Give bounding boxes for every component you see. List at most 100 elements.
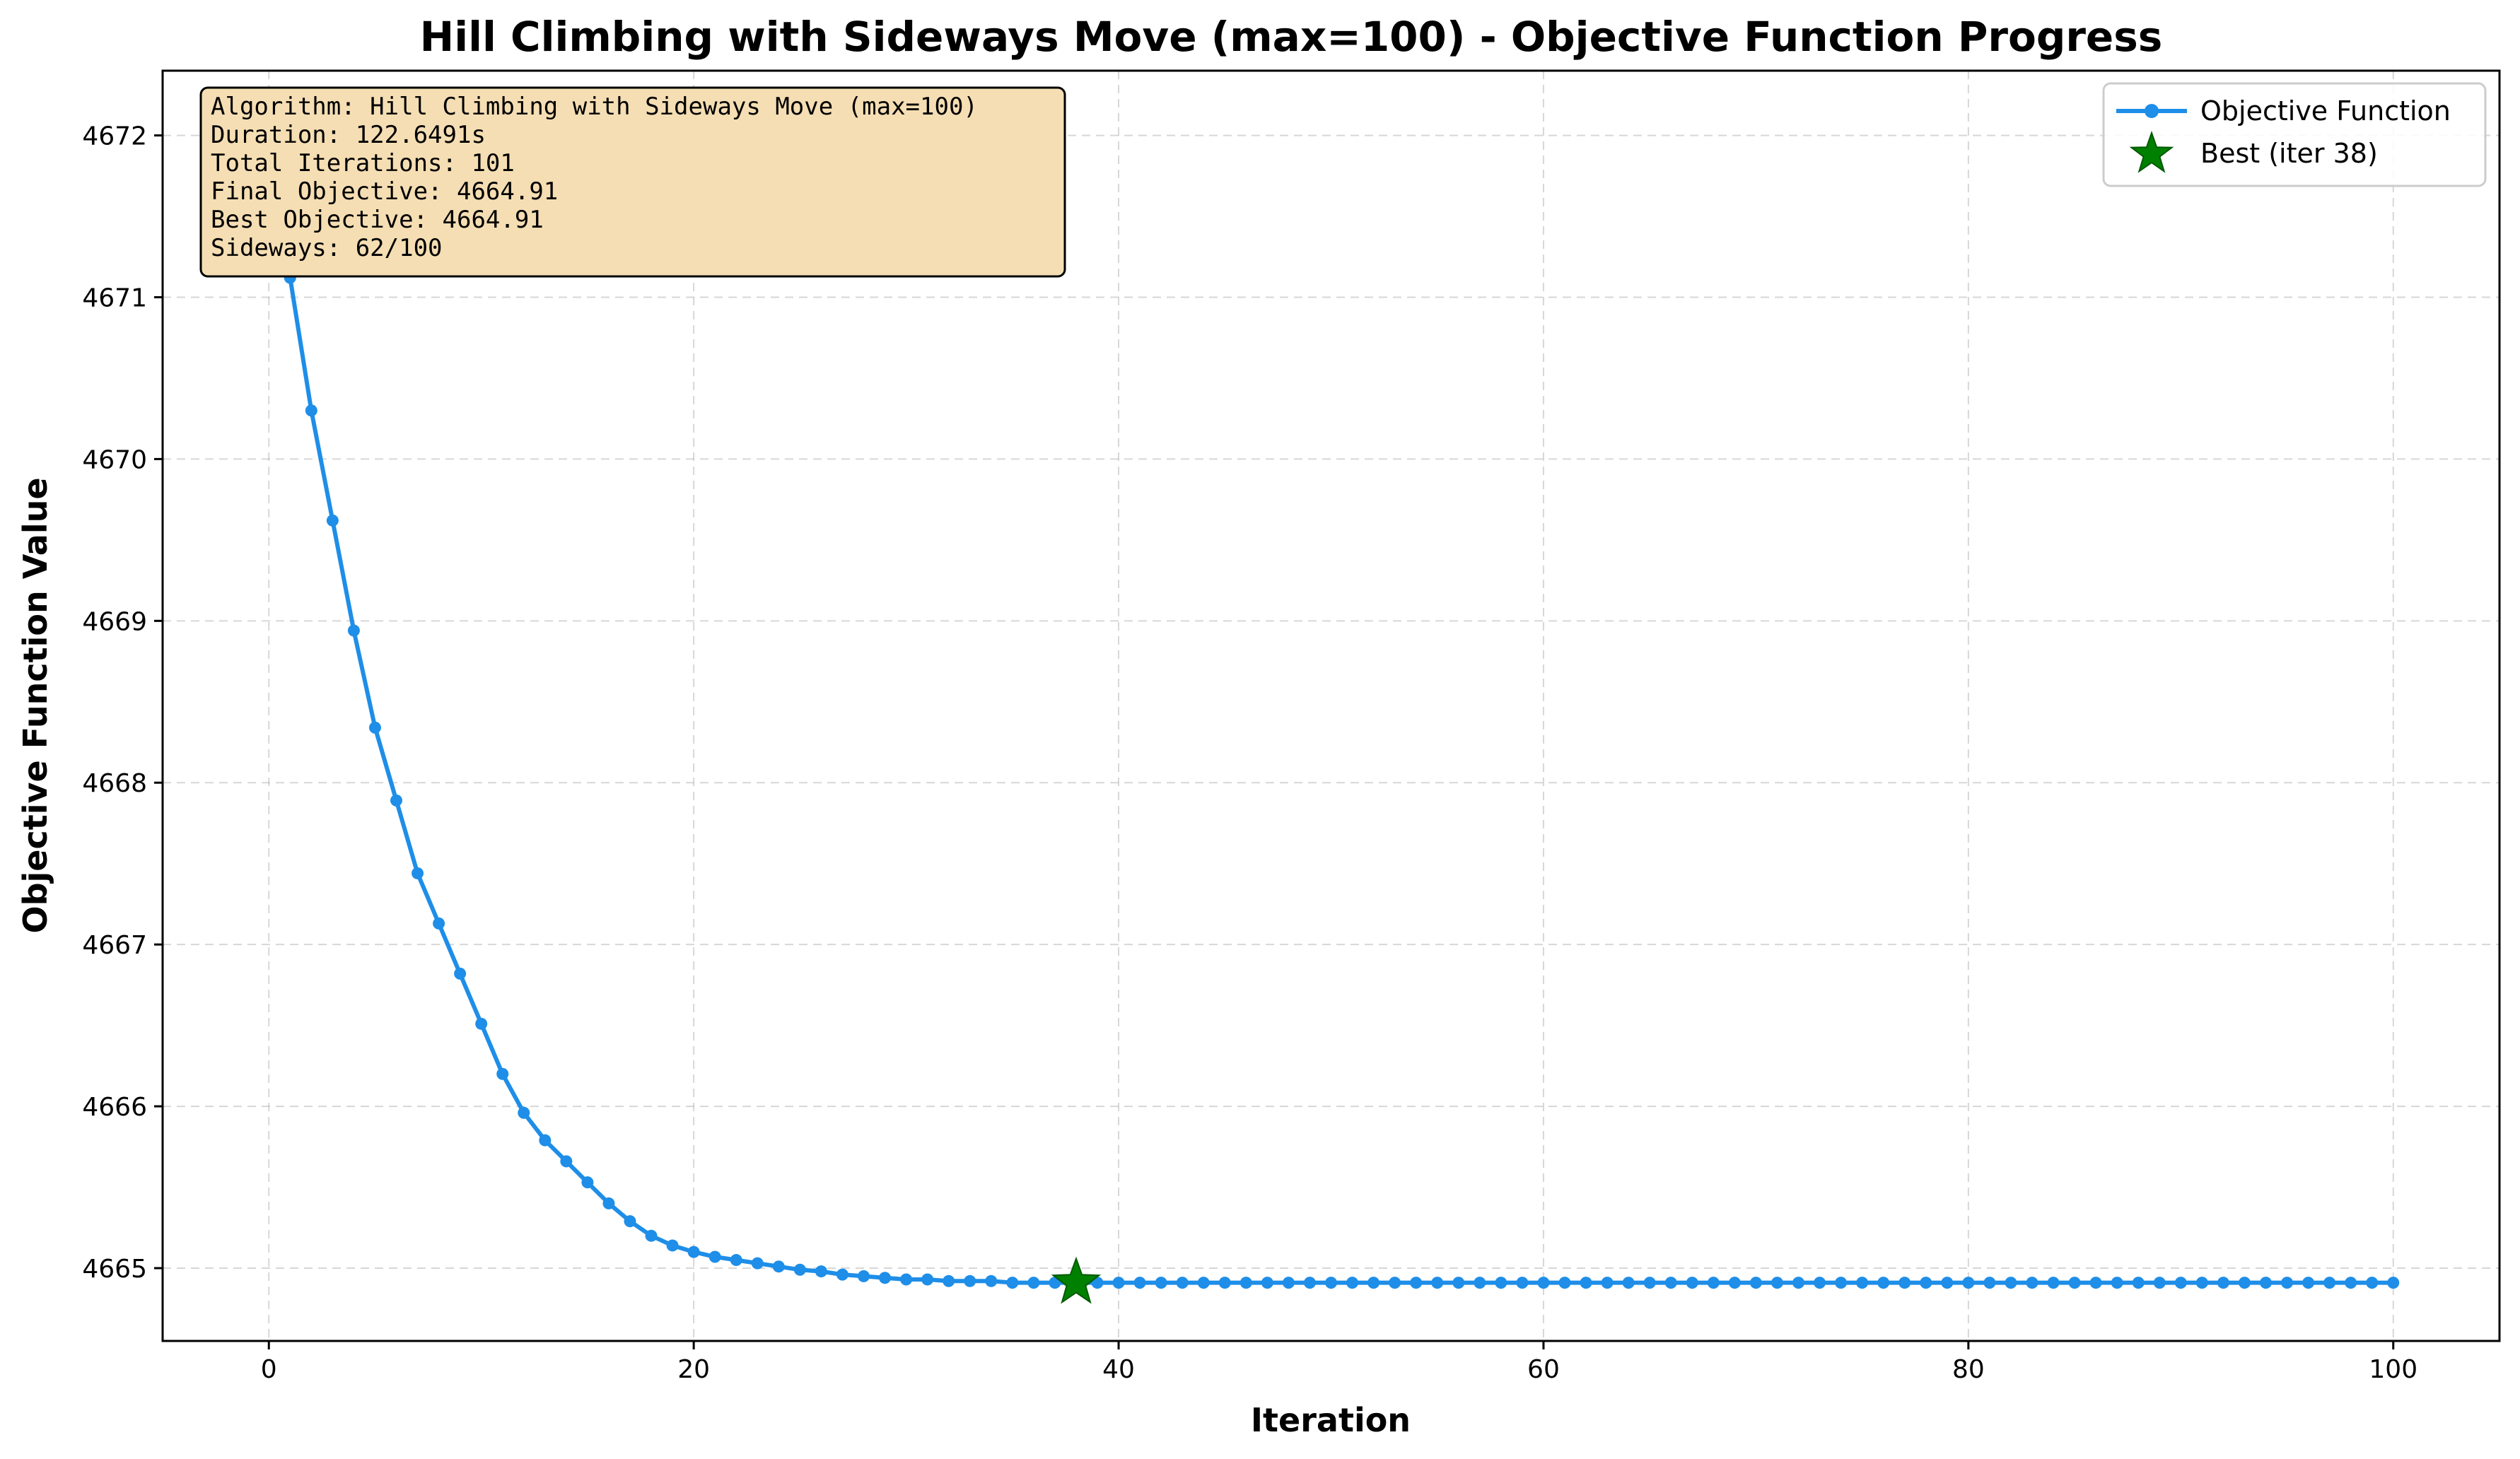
y-tick-label: 4672 <box>82 122 147 151</box>
legend-frame <box>2102 82 2487 187</box>
objective-point <box>581 1176 594 1189</box>
objective-point <box>412 867 424 879</box>
objective-point <box>1516 1277 1529 1289</box>
objective-point <box>964 1275 976 1287</box>
objective-point <box>772 1260 785 1273</box>
objective-point <box>1877 1277 1890 1289</box>
best-point-star <box>1051 1256 1102 1304</box>
objective-point <box>2089 1277 2102 1289</box>
y-tick-label: 4665 <box>82 1255 147 1284</box>
objective-point <box>1155 1277 1167 1289</box>
objective-point <box>1346 1277 1359 1289</box>
objective-point <box>1686 1277 1698 1289</box>
objective-point <box>1431 1277 1444 1289</box>
plot-frame <box>161 69 2501 1342</box>
tick-layer: 0 20 40 60 80 100 4665 4666 4667 4668 4669 4670 4671… <box>82 122 2417 1384</box>
y-axis-label: Objective Function Value <box>16 477 54 933</box>
objective-point <box>1303 1277 1316 1289</box>
objective-point <box>496 1067 509 1080</box>
objective-point <box>2302 1277 2315 1289</box>
objective-point <box>666 1239 679 1252</box>
objective-point <box>1197 1277 1210 1289</box>
objective-point <box>2132 1277 2145 1289</box>
info-line-final-objective: Final Objective: 4664.91 <box>211 177 558 206</box>
objective-point <box>2174 1277 2187 1289</box>
y-tick-label: 4666 <box>82 1093 147 1122</box>
objective-point <box>645 1229 658 1242</box>
objective-point <box>624 1215 636 1228</box>
objective-point <box>1835 1277 1848 1289</box>
info-line-sideways: Sideways: 62/100 <box>211 234 443 262</box>
objective-point <box>1941 1277 1954 1289</box>
objective-point <box>1218 1277 1231 1289</box>
objective-point <box>1325 1277 1337 1289</box>
objective-point <box>1898 1277 1911 1289</box>
objective-point <box>1367 1277 1380 1289</box>
legend-label-objective: Objective Function <box>2200 95 2451 127</box>
objective-point <box>602 1197 615 1209</box>
objective-point <box>1537 1277 1550 1289</box>
objective-point <box>518 1106 530 1119</box>
legend-marker-best <box>2129 130 2174 173</box>
objective-point <box>2005 1277 2017 1289</box>
objective-point <box>687 1246 700 1258</box>
objective-point <box>2047 1277 2060 1289</box>
x-tick-label: 40 <box>1102 1355 1135 1384</box>
objective-point <box>2345 1277 2357 1289</box>
objective-point <box>347 624 360 637</box>
objective-point <box>1728 1277 1741 1289</box>
objective-point <box>2366 1277 2379 1289</box>
info-box-background <box>199 86 1066 278</box>
legend-label-best: Best (iter 38) <box>2200 138 2378 169</box>
objective-point <box>1006 1277 1019 1289</box>
y-tick-label: 4667 <box>82 931 147 960</box>
objective-point <box>1176 1277 1189 1289</box>
objective-point <box>2111 1277 2123 1289</box>
objective-point <box>1495 1277 1507 1289</box>
objective-point <box>2195 1277 2208 1289</box>
objective-point <box>2026 1277 2038 1289</box>
info-line-total-iterations: Total Iterations: 101 <box>211 149 515 177</box>
objective-point <box>708 1250 721 1263</box>
objective-point <box>793 1263 806 1276</box>
objective-point <box>751 1257 764 1270</box>
objective-point <box>2260 1277 2272 1289</box>
x-tick-label: 80 <box>1952 1355 1985 1384</box>
objective-point <box>1027 1277 1040 1289</box>
x-tick-label: 20 <box>677 1355 710 1384</box>
objective-point <box>921 1273 934 1286</box>
objective-point <box>1474 1277 1486 1289</box>
objective-point <box>326 514 339 527</box>
info-line-algorithm: Algorithm: Hill Climbing with Sideways M… <box>211 93 978 121</box>
plot-layer <box>262 121 2400 1304</box>
objective-point <box>1112 1277 1125 1289</box>
x-tick-label: 0 <box>261 1355 277 1384</box>
info-line-best-objective: Best Objective: 4664.91 <box>211 206 544 234</box>
objective-point <box>879 1272 892 1284</box>
objective-point <box>943 1275 955 1287</box>
objective-point <box>858 1270 870 1282</box>
objective-point <box>1962 1277 1975 1289</box>
objective-point <box>1856 1277 1869 1289</box>
objective-point <box>2387 1277 2400 1289</box>
objective-point <box>1707 1277 1720 1289</box>
x-tick-label: 100 <box>2369 1355 2417 1384</box>
objective-point <box>2217 1277 2229 1289</box>
y-tick-label: 4668 <box>82 769 147 798</box>
objective-point <box>1558 1277 1571 1289</box>
chart-title: Hill Climbing with Sideways Move (max=10… <box>420 13 2163 61</box>
objective-point <box>368 721 381 734</box>
objective-point <box>900 1273 913 1286</box>
objective-point <box>1601 1277 1614 1289</box>
objective-point <box>1239 1277 1252 1289</box>
objective-point <box>1643 1277 1656 1289</box>
objective-point <box>1622 1277 1635 1289</box>
info-box: Algorithm: Hill Climbing with Sideways M… <box>199 86 1066 278</box>
objective-point <box>815 1265 827 1278</box>
objective-point <box>433 917 445 930</box>
y-tick-label: 4669 <box>82 607 147 636</box>
objective-point <box>2323 1277 2336 1289</box>
legend-marker-objective <box>2145 104 2159 118</box>
objective-point <box>2153 1277 2166 1289</box>
